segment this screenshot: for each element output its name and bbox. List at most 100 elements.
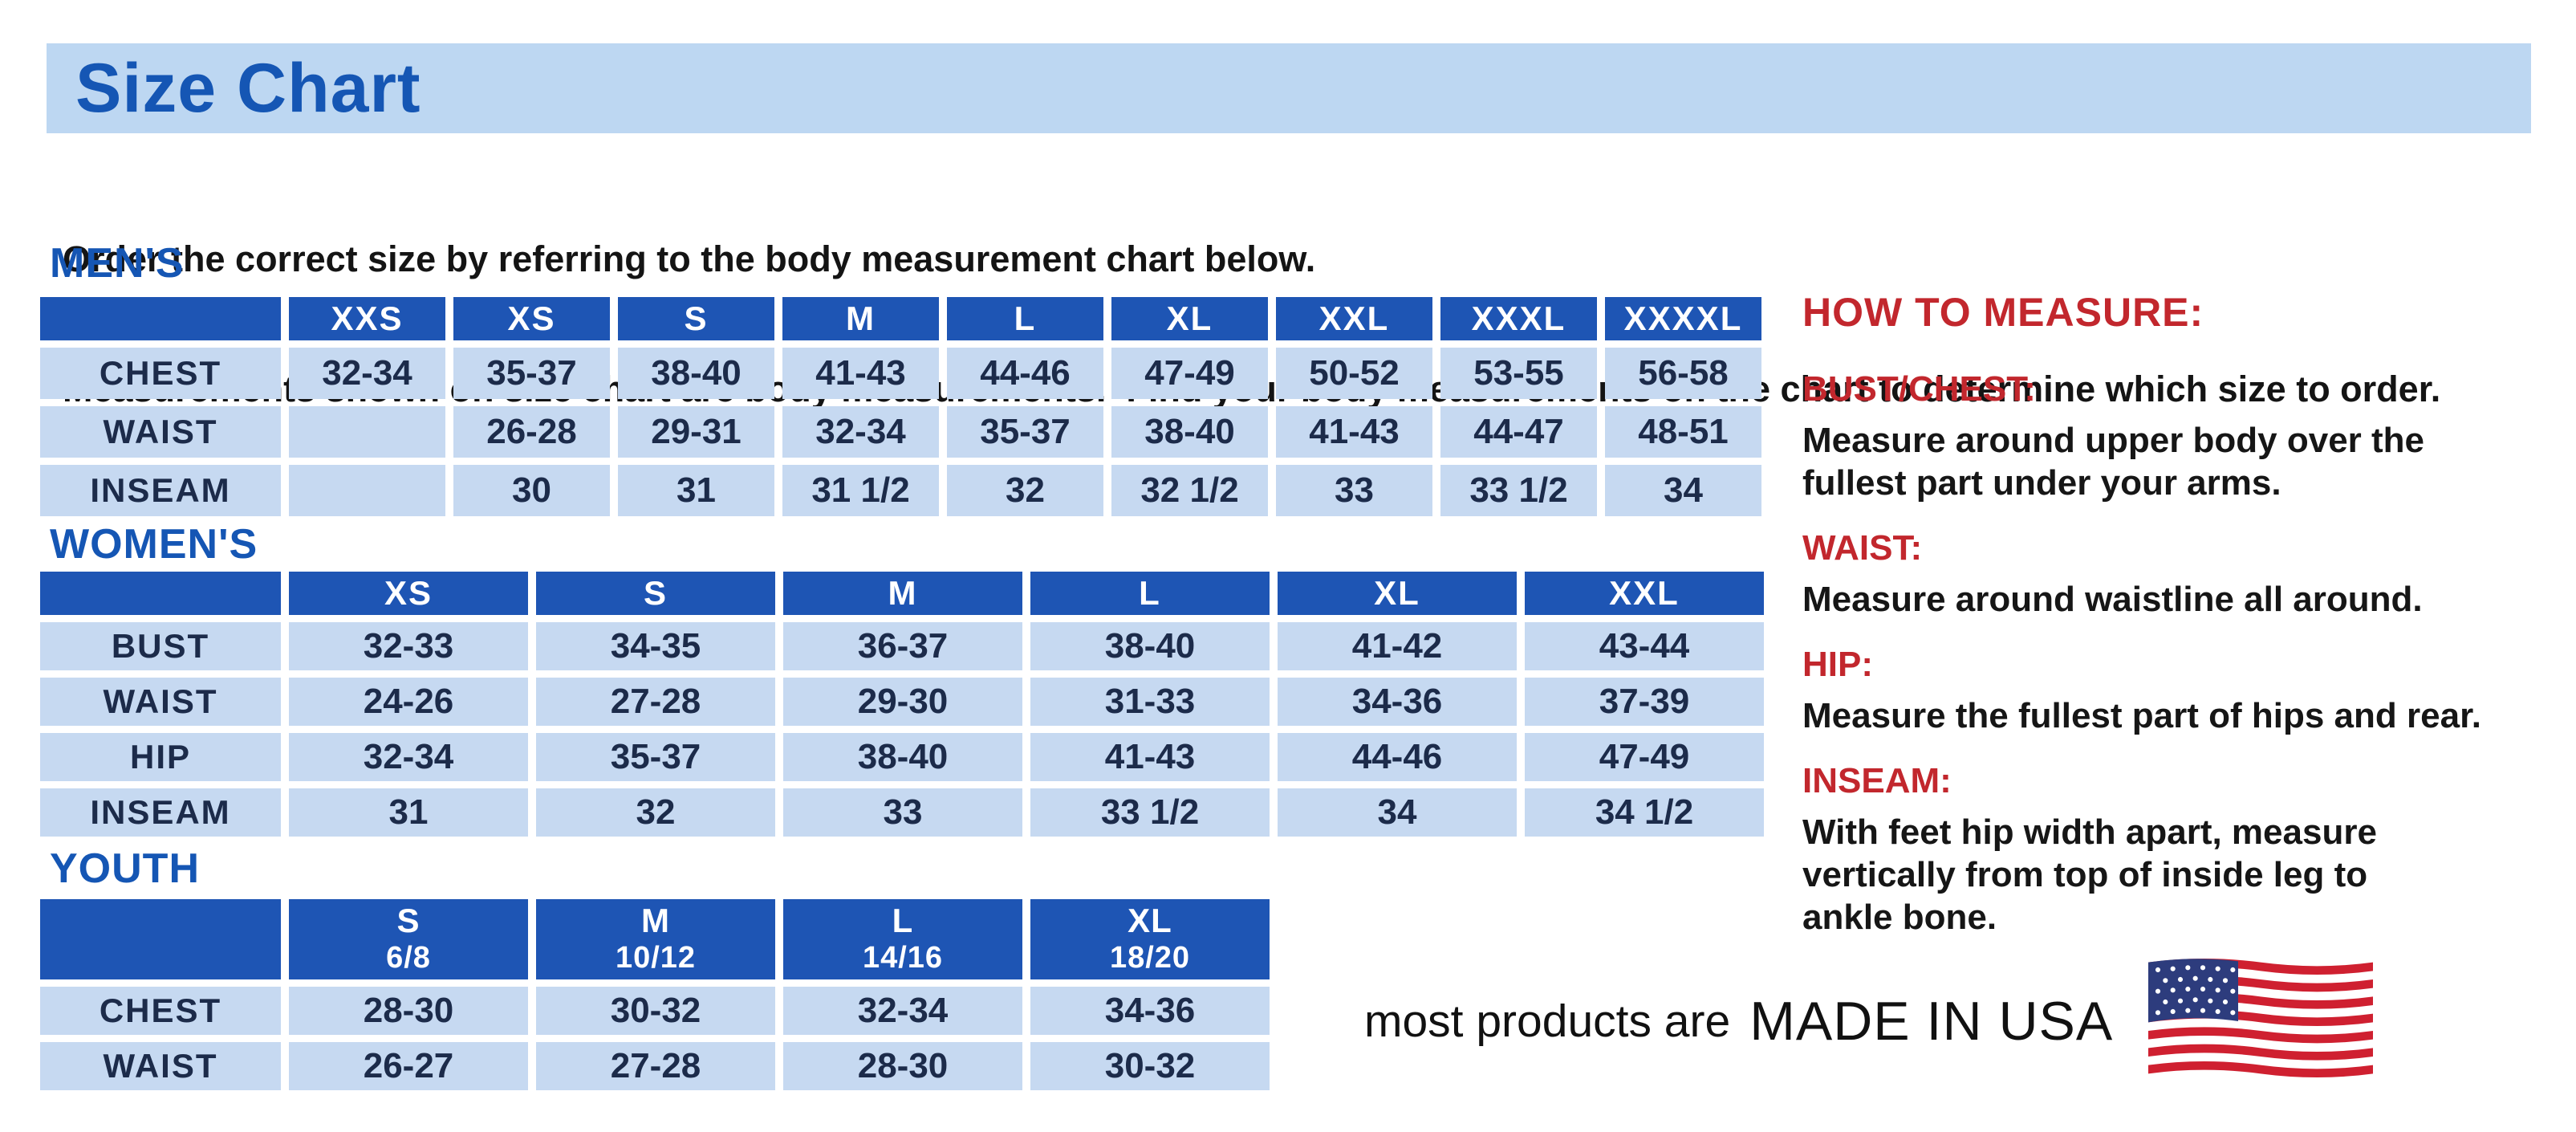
measure-text-waist: Measure around waistline all around. — [1802, 580, 2423, 619]
youth-corner-cell — [40, 899, 281, 979]
size-cell: 32-34 — [289, 733, 528, 781]
size-cell: 27-28 — [536, 1042, 775, 1090]
col-header: S — [536, 572, 775, 615]
size-cell: 37-39 — [1525, 678, 1764, 726]
size-cell: 48-51 — [1605, 406, 1761, 458]
size-cell: 34-36 — [1030, 987, 1270, 1035]
womens-corner-cell — [40, 572, 281, 615]
col-header: L 14/16 — [783, 899, 1022, 979]
size-cell: 35-37 — [453, 348, 610, 399]
size-cell: 31 — [289, 788, 528, 837]
size-cell: 32-34 — [289, 348, 445, 399]
row-label: HIP — [40, 733, 281, 781]
row-label: WAIST — [40, 1042, 281, 1090]
size-cell: 41-42 — [1278, 622, 1517, 670]
row-label: CHEST — [40, 348, 281, 399]
col-header-range: 10/12 — [615, 941, 697, 975]
size-cell: 38-40 — [1030, 622, 1270, 670]
col-header-range: 18/20 — [1109, 941, 1191, 975]
size-cell: 47-49 — [1525, 733, 1764, 781]
measure-label-bust-chest: BUST/CHEST: — [1802, 369, 2036, 409]
size-cell: 44-47 — [1440, 406, 1597, 458]
col-header: XXL — [1276, 297, 1432, 340]
col-header: M — [783, 572, 1022, 615]
size-cell: 31 1/2 — [782, 465, 939, 516]
size-cell: 34 — [1278, 788, 1517, 837]
size-cell: 32 — [947, 465, 1103, 516]
col-header-size: XL — [1128, 902, 1172, 939]
size-cell: 34-36 — [1278, 678, 1517, 726]
col-header: L — [1030, 572, 1270, 615]
size-cell: 44-46 — [947, 348, 1103, 399]
measure-label-hip: HIP: — [1802, 645, 1873, 684]
intro-line-1: Order the correct size by referring to t… — [63, 238, 1316, 279]
col-header-size: M — [641, 902, 670, 939]
size-cell: 32 — [536, 788, 775, 837]
col-header: XXL — [1525, 572, 1764, 615]
measure-text-hip: Measure the fullest part of hips and rea… — [1802, 696, 2481, 735]
size-cell: 53-55 — [1440, 348, 1597, 399]
row-label: CHEST — [40, 987, 281, 1035]
womens-section-heading: WOMEN'S — [50, 521, 258, 568]
size-cell: 50-52 — [1276, 348, 1432, 399]
size-cell: 32-33 — [289, 622, 528, 670]
col-header: XL — [1111, 297, 1268, 340]
col-header: XL 18/20 — [1030, 899, 1270, 979]
size-cell: 38-40 — [783, 733, 1022, 781]
size-cell: 56-58 — [1605, 348, 1761, 399]
size-cell — [289, 406, 445, 458]
size-cell: 38-40 — [1111, 406, 1268, 458]
size-cell: 34-35 — [536, 622, 775, 670]
col-header-size: L — [892, 902, 914, 939]
size-cell: 32-34 — [783, 987, 1022, 1035]
title-bar: Size Chart — [47, 43, 2531, 133]
size-cell: 30-32 — [536, 987, 775, 1035]
size-cell: 34 — [1605, 465, 1761, 516]
size-cell: 34 1/2 — [1525, 788, 1764, 837]
col-header: M 10/12 — [536, 899, 775, 979]
size-cell: 29-31 — [618, 406, 774, 458]
size-cell: 24-26 — [289, 678, 528, 726]
size-cell — [289, 465, 445, 516]
size-cell: 33 — [783, 788, 1022, 837]
size-cell: 44-46 — [1278, 733, 1517, 781]
size-cell: 32-34 — [782, 406, 939, 458]
measure-label-inseam: INSEAM: — [1802, 761, 1952, 800]
size-cell: 35-37 — [947, 406, 1103, 458]
size-cell: 33 — [1276, 465, 1432, 516]
row-label: WAIST — [40, 406, 281, 458]
size-cell: 28-30 — [289, 987, 528, 1035]
size-cell: 41-43 — [1030, 733, 1270, 781]
col-header: XXS — [289, 297, 445, 340]
youth-size-table: S 6/8 M 10/12 L 14/16 XL 18/20 CHEST 28-… — [40, 899, 1270, 1090]
col-header-range: 6/8 — [386, 941, 431, 975]
size-cell: 27-28 — [536, 678, 775, 726]
col-header: XL — [1278, 572, 1517, 615]
size-cell: 28-30 — [783, 1042, 1022, 1090]
mens-corner-cell — [40, 297, 281, 340]
made-in-usa-text: MADE IN USA — [1749, 991, 2114, 1052]
youth-section-heading: YOUTH — [50, 845, 200, 892]
row-label: INSEAM — [40, 788, 281, 837]
size-cell: 41-43 — [1276, 406, 1432, 458]
col-header: XXXL — [1440, 297, 1597, 340]
page-title: Size Chart — [75, 49, 421, 127]
size-cell: 38-40 — [618, 348, 774, 399]
col-header: XS — [289, 572, 528, 615]
size-cell: 33 1/2 — [1440, 465, 1597, 516]
size-cell: 43-44 — [1525, 622, 1764, 670]
made-in-usa-prefix: most products are — [1364, 996, 1731, 1047]
size-cell: 47-49 — [1111, 348, 1268, 399]
col-header: S 6/8 — [289, 899, 528, 979]
size-cell: 29-30 — [783, 678, 1022, 726]
size-cell: 31-33 — [1030, 678, 1270, 726]
size-cell: 32 1/2 — [1111, 465, 1268, 516]
size-cell: 26-27 — [289, 1042, 528, 1090]
us-flag-icon — [2148, 959, 2374, 1077]
mens-section-heading: MEN'S — [50, 240, 185, 287]
size-cell: 35-37 — [536, 733, 775, 781]
col-header-size: S — [396, 902, 421, 939]
size-cell: 33 1/2 — [1030, 788, 1270, 837]
how-to-measure-panel: HOW TO MEASURE: BUST/CHEST: Measure arou… — [1802, 289, 2525, 939]
